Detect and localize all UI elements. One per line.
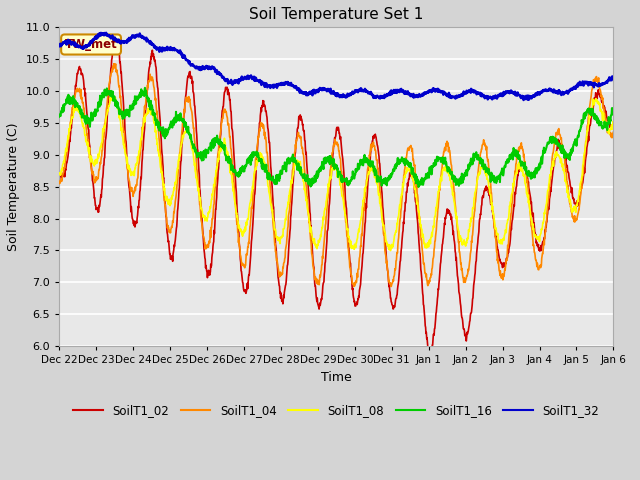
- Text: TW_met: TW_met: [65, 38, 118, 51]
- X-axis label: Time: Time: [321, 371, 351, 384]
- Title: Soil Temperature Set 1: Soil Temperature Set 1: [249, 7, 424, 22]
- Y-axis label: Soil Temperature (C): Soil Temperature (C): [7, 122, 20, 251]
- Legend: SoilT1_02, SoilT1_04, SoilT1_08, SoilT1_16, SoilT1_32: SoilT1_02, SoilT1_04, SoilT1_08, SoilT1_…: [68, 400, 604, 422]
